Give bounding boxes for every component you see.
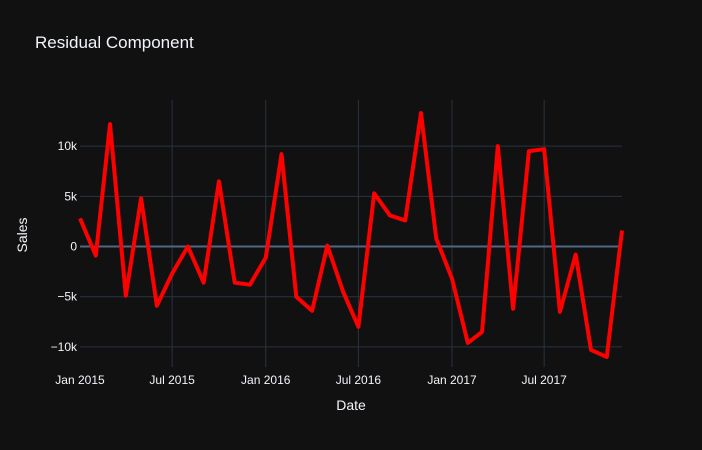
series-layer: [78, 111, 624, 359]
x-tick-label: Jan 2017: [427, 373, 477, 387]
chart-title: Residual Component: [35, 33, 194, 52]
y-tick-label: −10k: [51, 340, 78, 354]
y-tick-label: 5k: [64, 189, 78, 203]
y-tick-label: 10k: [58, 139, 78, 153]
y-tick-labels: 10k 5k 0 −5k −10k: [51, 139, 78, 354]
x-axis-title: Date: [336, 397, 366, 413]
y-tick-label: 0: [70, 240, 77, 254]
x-tick-label: Jul 2015: [149, 373, 195, 387]
y-tick-label: −5k: [57, 290, 78, 304]
series-line: [78, 111, 624, 359]
x-tick-label: Jul 2017: [521, 373, 567, 387]
grid-layer: [80, 100, 622, 367]
x-tick-labels: Jan 2015 Jul 2015 Jan 2016 Jul 2016 Jan 2017…: [55, 373, 567, 387]
x-tick-label: Jan 2015: [55, 373, 105, 387]
x-tick-label: Jul 2016: [336, 373, 382, 387]
x-tick-label: Jan 2016: [241, 373, 291, 387]
y-axis-title: Sales: [14, 217, 30, 252]
